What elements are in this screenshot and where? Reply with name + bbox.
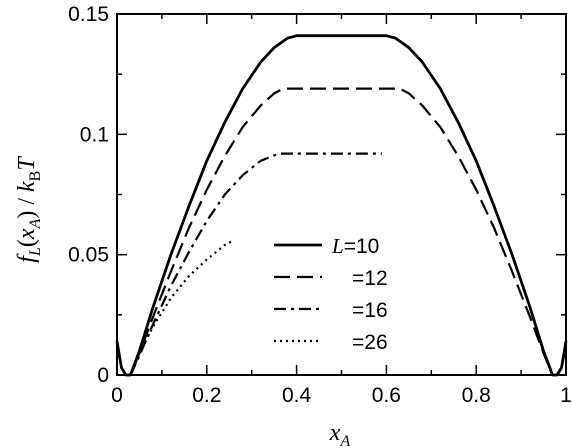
x-tick-label: 0.2 <box>192 384 221 407</box>
y-tick-label: 0 <box>97 364 109 387</box>
data-series <box>115 34 568 377</box>
series-line-4 <box>129 239 235 376</box>
legend-label-4: =26 <box>352 331 388 354</box>
plot-frame <box>116 13 567 376</box>
x-tick-label: 1 <box>560 384 572 407</box>
axis-ticks <box>116 13 567 376</box>
y-tick-label: 0.1 <box>80 123 109 146</box>
y-axis-label: fL(xA) / kBT <box>14 156 44 263</box>
y-tick-labels: 0 0.05 0.1 0.15 <box>68 3 109 387</box>
y-tick-label: 0.05 <box>68 244 109 267</box>
x-tick-label: 0.4 <box>282 384 312 407</box>
legend: L=10 =12 =16 =26 <box>274 234 388 354</box>
x-axis-label: xA <box>329 420 351 448</box>
x-tick-label: 0 <box>111 384 123 407</box>
series-line-2 <box>115 87 568 377</box>
series-line-3 <box>129 152 382 376</box>
series-line-1 <box>115 34 568 377</box>
legend-label-3: =16 <box>352 299 388 322</box>
x-tick-label: 0.8 <box>462 384 491 407</box>
legend-label-1: L=10 <box>331 234 379 258</box>
x-tick-label: 0.6 <box>372 384 401 407</box>
x-tick-labels: 0 0.2 0.4 0.6 0.8 1 <box>111 384 572 407</box>
legend-label-2: =12 <box>352 267 388 290</box>
y-tick-label: 0.15 <box>68 3 109 26</box>
